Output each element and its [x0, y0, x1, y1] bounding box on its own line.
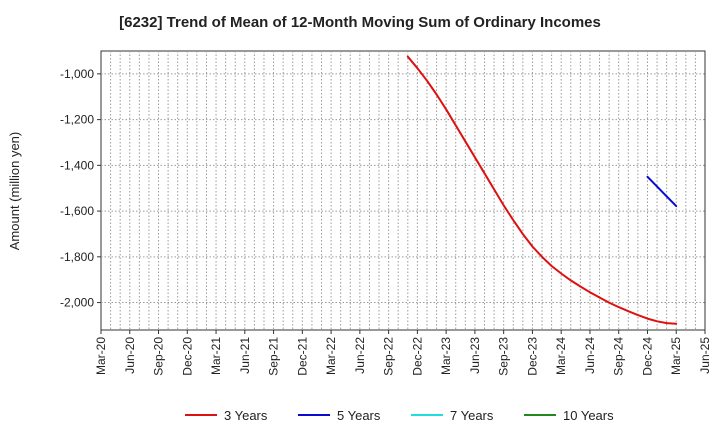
x-tick-label: Mar-25: [669, 337, 683, 375]
series-line-3-years: [406, 55, 678, 325]
x-tick-label: Sep-24: [612, 337, 626, 376]
x-tick-label: Jun-23: [468, 337, 482, 374]
x-tick-label: Mar-24: [554, 337, 568, 375]
y-tick-label: -1,400: [60, 158, 94, 172]
y-axis-ticks: -1,000 -1,200 -1,400 -1,600 -1,800 -2,000: [60, 67, 101, 310]
x-tick-label: Mar-20: [94, 337, 108, 375]
x-tick-label: Jun-24: [583, 337, 597, 374]
y-axis-title: Amount (million yen): [7, 132, 22, 251]
x-tick-label: Jun-20: [123, 337, 137, 374]
plot-area: [100, 50, 706, 331]
x-tick-label: Jun-21: [238, 337, 252, 374]
x-tick-label: Dec-23: [525, 337, 539, 376]
series-line-5-years: [646, 175, 678, 208]
legend-label-10-years: 10 Years: [563, 408, 614, 423]
x-tick-label: Mar-23: [439, 337, 453, 375]
x-tick-label: Jun-25: [698, 337, 712, 374]
x-tick-label: Jun-22: [353, 337, 367, 374]
x-tick-label: Dec-20: [180, 337, 194, 376]
y-tick-label: -1,600: [60, 204, 94, 218]
chart-title: [6232] Trend of Mean of 12-Month Moving …: [119, 14, 601, 31]
y-tick-label: -1,000: [60, 67, 94, 81]
y-tick-label: -1,200: [60, 113, 94, 127]
x-tick-label: Sep-23: [497, 337, 511, 376]
x-axis-ticks: Mar-20 Jun-20 Sep-20 Dec-20 Mar-21 Jun-21 Sep-…: [94, 330, 712, 376]
legend-label-3-years: 3 Years: [224, 408, 268, 423]
grid-lines: [101, 51, 705, 330]
legend-label-5-years: 5 Years: [337, 408, 381, 423]
y-tick-label: -2,000: [60, 296, 94, 310]
x-tick-label: Dec-21: [295, 337, 309, 376]
x-tick-label: Mar-21: [209, 337, 223, 375]
legend: 3 Years 5 Years 7 Years 10 Years: [185, 408, 614, 423]
y-tick-label: -1,800: [60, 250, 94, 264]
x-tick-label: Sep-21: [267, 337, 281, 376]
x-tick-label: Dec-22: [410, 337, 424, 376]
x-tick-label: Mar-22: [324, 337, 338, 375]
series-lines: [406, 55, 678, 325]
legend-label-7-years: 7 Years: [450, 408, 494, 423]
x-tick-label: Sep-20: [152, 337, 166, 376]
x-tick-label: Dec-24: [640, 337, 654, 376]
x-tick-label: Sep-22: [382, 337, 396, 376]
